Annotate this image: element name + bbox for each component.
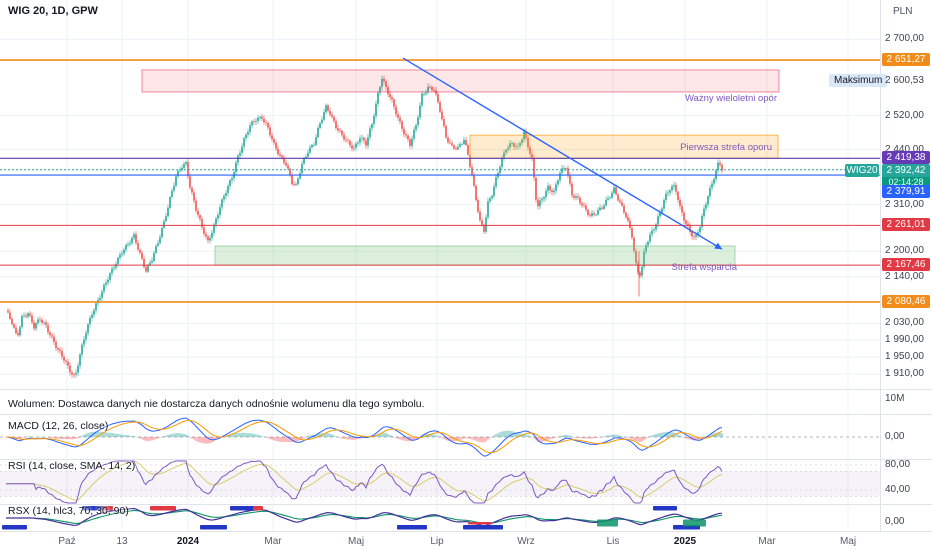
trendline[interactable] (402, 57, 723, 250)
annotation-strefa-wsparcia: Strefa wsparcia (671, 262, 737, 273)
time-label-Mar[interactable]: Mar (758, 536, 776, 547)
currency-label[interactable]: PLN (893, 6, 913, 17)
time-label-Lip[interactable]: Lip (430, 536, 444, 547)
bar-countdown: 02:14:28 (882, 176, 930, 188)
price-badge-2261,01: 2 261,01 (882, 218, 930, 232)
panel-tick[interactable]: 40,00 (885, 484, 911, 495)
rsx-marker-top (82, 506, 108, 511)
maksimum-value: 2 600,53 (885, 75, 924, 86)
price-tick-2520[interactable]: 2 520,00 (885, 109, 924, 121)
price-tick-2140[interactable]: 2 140,00 (885, 270, 924, 282)
rsx-marker-bottom (2, 525, 27, 530)
rsx-marker-top (230, 506, 258, 511)
rsi-band (0, 471, 880, 497)
annotation-pierwsza-strefa-oporu: Pierwsza strefa oporu (680, 142, 772, 153)
time-label-13[interactable]: 13 (116, 536, 128, 547)
candles-down (7, 75, 723, 378)
time-label-Paź[interactable]: Paź (58, 536, 76, 547)
price-tick-2030[interactable]: 2 030,00 (885, 317, 924, 329)
rsx-marker-green (597, 519, 618, 527)
price-tick-1950[interactable]: 1 950,00 (885, 351, 924, 363)
panel-tick[interactable]: 0,00 (885, 516, 905, 527)
panel-tick[interactable]: 80,00 (885, 459, 911, 470)
price-tick-1910[interactable]: 1 910,00 (885, 368, 924, 380)
rsx-marker-top (653, 506, 677, 511)
volume-note: Wolumen: Dostawca danych nie dostarcza d… (8, 398, 425, 410)
zone-strefa-wsparcia[interactable] (214, 245, 736, 266)
rsx-marker-bottom (463, 525, 503, 530)
rsx-marker-top (103, 506, 113, 511)
time-label-Maj[interactable]: Maj (839, 536, 857, 547)
rsx-marker-top (150, 506, 176, 511)
rsx-marker-bottom (200, 525, 227, 530)
price-tick-2310[interactable]: 2 310,00 (885, 198, 924, 210)
current-price-value: 2 392,42 (882, 163, 930, 177)
price-badge-2379,91: 2 379,91 (882, 185, 930, 199)
time-label-2025[interactable]: 2025 (673, 536, 697, 547)
price-tick-2200[interactable]: 2 200,00 (885, 245, 924, 257)
panel-tick[interactable]: 10M (885, 393, 905, 404)
panel-tick[interactable]: 0,00 (885, 431, 905, 442)
time-label-Wrz[interactable]: Wrz (517, 536, 535, 547)
time-label-Maj[interactable]: Maj (347, 536, 365, 547)
zone-wazny-wieloletni-opor[interactable] (141, 69, 780, 93)
rsx-label[interactable]: RSX (14, hlc3, 70, 30, 90) (8, 505, 129, 517)
macd-label[interactable]: MACD (12, 26, close) (8, 420, 109, 432)
current-price-badge: 2 392,42 02:14:28 (882, 163, 930, 188)
price-tick-1990[interactable]: 1 990,00 (885, 334, 924, 346)
time-label-Mar[interactable]: Mar (264, 536, 282, 547)
candles-up (19, 75, 719, 378)
price-tick-2700[interactable]: 2 700,00 (885, 33, 924, 45)
rsx-marker-top (253, 506, 263, 511)
rsi-sma-line (6, 460, 723, 502)
macd-signal-line (6, 419, 723, 454)
rsx-marker-bottom (397, 525, 427, 530)
price-badge-2651,27: 2 651,27 (882, 53, 930, 67)
rsx-marker-green (683, 519, 706, 527)
price-tick-2440[interactable]: 2 440,00 (885, 143, 924, 155)
symbol-flag: WIG20 (845, 163, 879, 177)
time-label-2024[interactable]: 2024 (176, 536, 200, 547)
maksimum-label: Maksimum (829, 74, 888, 87)
rsi-label[interactable]: RSI (14, close, SMA, 14, 2) (8, 460, 136, 472)
price-badge-2080,46: 2 080,46 (882, 294, 930, 308)
price-badge-2419,38: 2 419,38 (882, 151, 930, 165)
rsi-line (6, 460, 723, 504)
symbol-title[interactable]: WIG 20, 1D, GPW (8, 5, 98, 17)
price-badge-2167,46: 2 167,46 (882, 258, 930, 272)
annotation-wazny-wieloletni-opor: Ważny wieloletni opór (684, 93, 777, 104)
trendline-arrow (714, 242, 722, 250)
time-label-Lis[interactable]: Lis (606, 536, 620, 547)
rsx-marker-redtick (468, 522, 492, 525)
